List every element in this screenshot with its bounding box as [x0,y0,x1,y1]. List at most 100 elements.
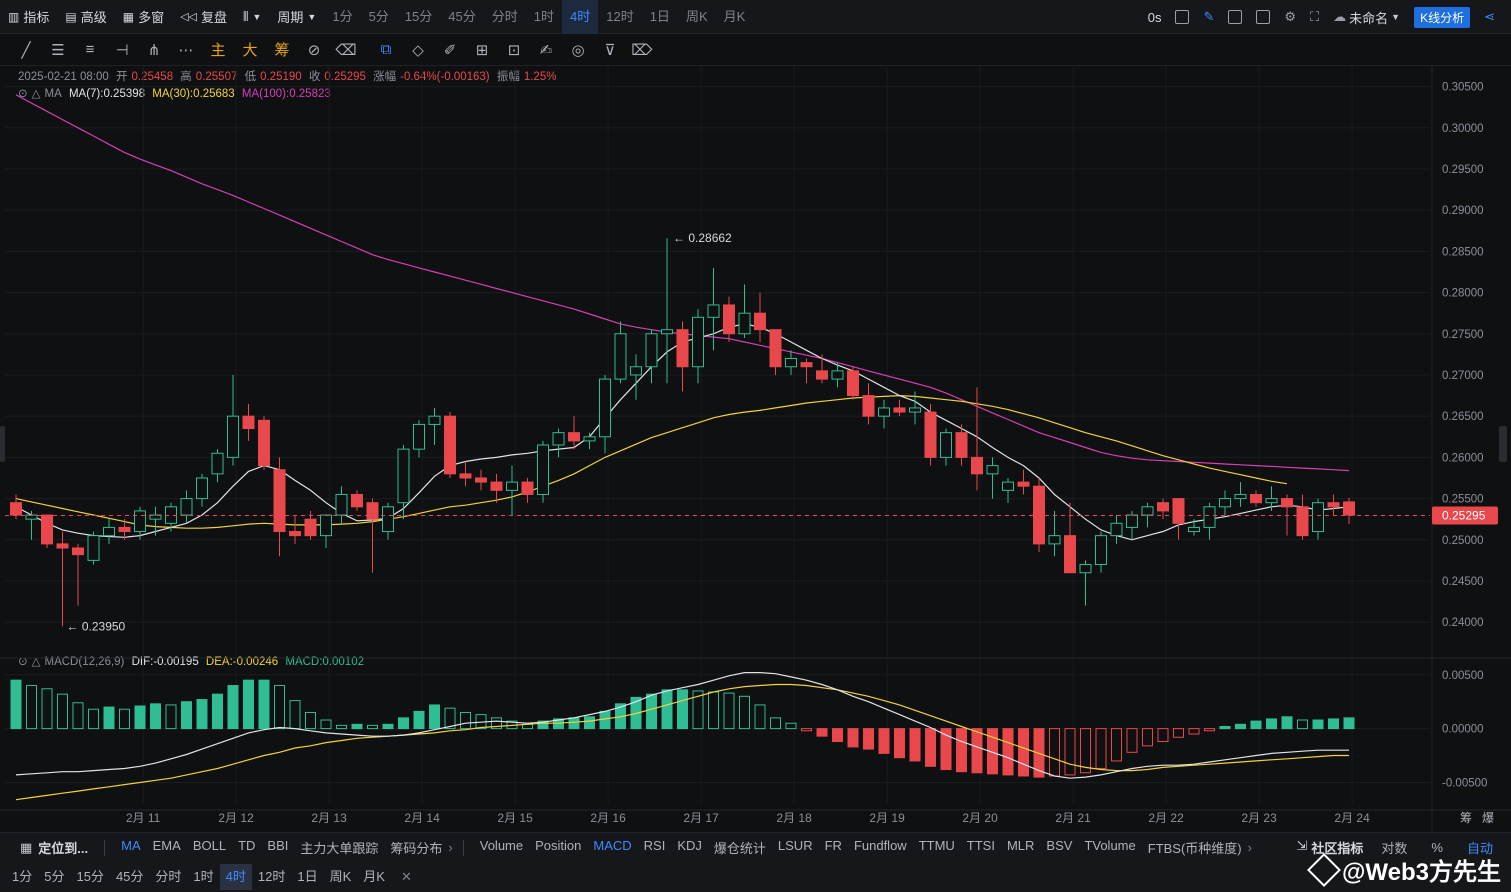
sub-indicator-tab[interactable]: TVolume [1084,838,1136,853]
sub-indicator-tab[interactable]: RSI [643,838,666,853]
note-icon[interactable]: ✍ [539,41,553,59]
chip-tool[interactable]: 筹 [274,42,290,59]
macd-bar-positive [382,723,394,730]
interval-tab[interactable]: 1分 [332,8,353,24]
main-indicator-tab[interactable]: TD [238,838,256,853]
big-order-tool[interactable]: 大 [242,42,258,59]
x-tick-label: 2月 11 [126,811,161,825]
main-indicator-tab[interactable]: 筹码分布 [390,841,443,856]
main-indicator-tab[interactable]: MA [121,838,141,853]
chart-type-button[interactable]: ⫴ ▼ [235,0,269,34]
macd-bar-negative [956,728,967,773]
replay-button[interactable]: ◁◁ 复盘 [180,10,228,25]
gear-icon[interactable]: ⚙ [1284,9,1297,24]
sub-indicator-tab[interactable]: KDJ [677,838,702,853]
main-indicator-tab[interactable]: EMA [152,838,181,853]
interval-tab[interactable]: 1日 [649,8,670,24]
share-icon[interactable]: ⋖ [1484,9,1495,24]
sub-indicator-tab[interactable]: FR [824,838,842,853]
main-indicator-tab[interactable]: BBI [267,838,289,853]
kline-analysis-button[interactable]: K线分析 [1414,6,1471,28]
sub-indicator-tab[interactable]: MACD [593,838,632,853]
bottom-interval-tab[interactable]: 分时 [155,869,182,884]
bottom-interval-tab[interactable]: 4时 [219,864,252,890]
candle-up [320,514,332,537]
bottom-interval-tab[interactable]: 15分 [76,869,104,884]
pencil-icon[interactable]: ✎ [1203,9,1215,24]
interval-tab[interactable]: 周K [685,8,708,24]
bottom-interval-tab[interactable]: 周K [329,869,352,884]
period-button[interactable]: 周期 ▼ [277,10,317,25]
sub-indicator-tab[interactable]: 爆仓统计 [713,841,766,856]
calendar-icon: ▤ [65,9,77,24]
bottom-interval-tab[interactable]: 12时 [257,869,286,884]
layout-save-button[interactable]: ☁ 未命名 ▼ [1333,9,1401,26]
main-force-tool[interactable]: 主 [210,42,226,59]
ruler-icon[interactable]: ◇ [412,41,424,59]
bottom-interval-tab[interactable]: 1日 [297,869,318,884]
trendline-icon[interactable]: ╱ [21,41,31,59]
calendar-icon[interactable]: ▦ [20,839,33,855]
collapse-icon[interactable]: ⊙ [18,88,28,100]
indicators-button[interactable]: ▥ 指标 [8,9,50,26]
chevron-right-icon[interactable]: › [448,840,453,855]
interval-tab[interactable]: 1时 [533,8,554,24]
community-button[interactable]: ⇲ 社区指标 [1296,838,1364,856]
expand-icon[interactable] [1228,10,1243,24]
interval-tab[interactable]: 5分 [368,8,389,24]
horizontal-ray-icon[interactable]: ☰ [51,41,65,59]
bottom-interval-tab[interactable]: 月K [363,869,385,884]
brush-icon[interactable]: ✐ [443,41,457,59]
more-tools-icon[interactable]: ⋯ [178,41,194,59]
sub-indicator-tab[interactable]: FTBS(币种维度) [1147,841,1242,856]
sub-indicator-tab[interactable]: Volume [479,838,524,853]
chevron-right-icon[interactable]: › [1247,840,1252,855]
bottom-interval-tab[interactable]: 1时 [193,869,214,884]
sub-indicator-tab[interactable]: Fundflow [853,838,907,853]
sub-indicator-tab[interactable]: Position [535,838,582,853]
interval-tab[interactable]: 45分 [448,8,476,24]
bell-icon[interactable]: △ [31,656,41,668]
bottom-interval-tab[interactable]: 5分 [44,869,65,884]
price-chart[interactable]: 0.30500 0.30000 0.29500 0.29000 0.28500 0.280… [0,66,1511,832]
sub-indicator-tab[interactable]: TTMU [918,838,955,853]
sub-indicator-tab[interactable]: MLR [1006,838,1035,853]
sub-indicator-tab[interactable]: LSUR [777,838,813,853]
advanced-button[interactable]: ▤ 高级 [65,9,107,26]
locate-button[interactable]: 定位到... [38,841,89,856]
interval-tab[interactable]: 分时 [491,8,518,24]
interval-tab[interactable]: 月K [723,8,746,24]
horizontal-line-icon[interactable]: ⊣ [115,41,129,59]
auto-scale-toggle[interactable]: 自动 [1466,841,1493,856]
template-icon[interactable] [1256,10,1271,24]
hide-drawings-icon[interactable]: ◎ [571,41,585,59]
auto-pattern-icon[interactable]: ⊘ [307,41,321,59]
ma-legend[interactable]: ⊙ △ MA MA(7):0.25398 MA(30):0.25683 MA(100… [18,88,331,100]
percent-scale-toggle[interactable]: % [1431,840,1443,855]
lock-icon[interactable]: ⊡ [507,41,521,59]
collapse-icon[interactable]: ⊙ [18,656,28,668]
parallel-channel-icon[interactable]: ≡ [85,41,95,58]
sub-indicator-tab[interactable]: TTSI [966,838,995,853]
interval-tab[interactable]: 15分 [404,8,433,24]
main-indicator-tab[interactable]: BOLL [192,838,227,853]
log-scale-toggle[interactable]: 对数 [1381,841,1408,856]
pitchfork-icon[interactable]: ⋔ [147,41,161,59]
close-icon[interactable]: ✕ [400,869,412,884]
bell-icon[interactable]: △ [31,88,41,100]
filter-icon[interactable]: ⊽ [604,41,616,59]
interval-tab[interactable]: 12时 [606,8,634,24]
fullscreen-icon[interactable]: ⛶ [1310,9,1320,24]
bottom-interval-tab[interactable]: 1分 [12,869,33,884]
multi-window-button[interactable]: ▦ 多窗 [122,9,165,26]
measure-icon[interactable]: ⊞ [475,41,489,59]
bottom-interval-tab[interactable]: 45分 [115,869,144,884]
trash-icon[interactable]: ⌦ [631,41,653,59]
interval-tab[interactable]: 4时 [562,0,599,34]
magnet-icon[interactable]: ⧉ [380,41,392,58]
sub-indicator-tab[interactable]: BSV [1046,838,1073,853]
main-indicator-tab[interactable]: 主力大单跟踪 [300,841,379,856]
macd-legend[interactable]: ⊙ △ MACD(12,26,9) DIF:-0.00195 DEA:-0.0024… [18,656,364,668]
eraser-icon[interactable]: ⌫ [335,41,357,59]
camera-icon[interactable] [1175,10,1190,24]
